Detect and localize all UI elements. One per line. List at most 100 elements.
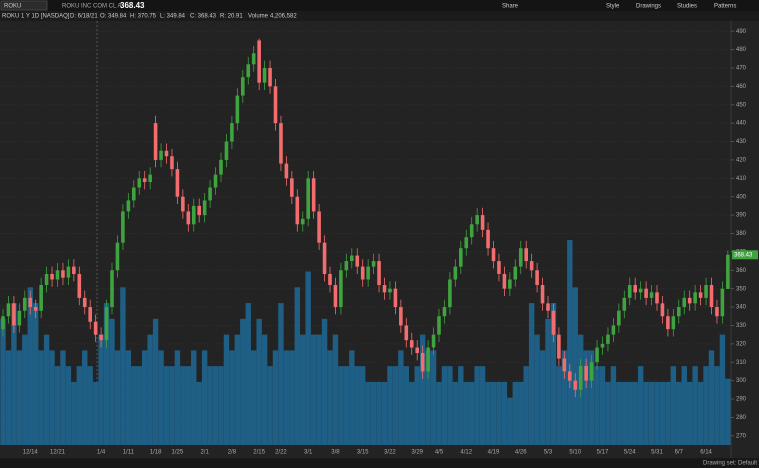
volume-bar bbox=[71, 381, 77, 445]
candle-body bbox=[262, 67, 267, 83]
volume-bar bbox=[174, 350, 181, 445]
volume-bar bbox=[360, 366, 366, 445]
volume-bar bbox=[610, 366, 617, 445]
x-tick-label: 2/15 bbox=[253, 450, 265, 456]
candle-body bbox=[589, 362, 594, 381]
candle-body bbox=[137, 178, 142, 188]
symbol-box[interactable] bbox=[0, 0, 48, 11]
volume-bar bbox=[452, 381, 459, 445]
candle-body bbox=[660, 303, 665, 317]
volume-bar bbox=[321, 318, 328, 445]
volume-bar bbox=[725, 378, 731, 445]
x-tick-label: 2/22 bbox=[275, 450, 287, 456]
symbol[interactable]: ROKU bbox=[4, 4, 21, 10]
volume-bar bbox=[283, 350, 290, 445]
candle-body bbox=[377, 261, 381, 285]
candle-body bbox=[66, 266, 71, 278]
toolbar bbox=[0, 0, 759, 11]
candle-body bbox=[159, 150, 163, 160]
volume-bar bbox=[365, 381, 371, 445]
patterns-button[interactable]: Patterns bbox=[714, 4, 736, 10]
candle-body bbox=[148, 174, 152, 183]
candle-body bbox=[687, 297, 692, 304]
volume-bar bbox=[648, 381, 655, 445]
x-tick-label: 5/10 bbox=[569, 450, 581, 456]
style-button[interactable]: Style bbox=[606, 4, 620, 10]
volume-bar bbox=[147, 334, 153, 445]
volume-bar bbox=[605, 381, 611, 445]
volume-bar bbox=[594, 366, 600, 445]
drawing-set: Drawing set: Default bbox=[703, 461, 757, 467]
candle-body bbox=[480, 215, 485, 230]
candle-body bbox=[208, 187, 212, 201]
candle-body bbox=[611, 325, 616, 335]
info-item: H: 370.75 bbox=[130, 14, 157, 20]
candle-body bbox=[562, 358, 567, 372]
candle-body bbox=[693, 292, 697, 304]
share-button[interactable]: Share bbox=[502, 4, 519, 10]
y-tick-label: 470 bbox=[736, 66, 747, 72]
volume-bar bbox=[5, 350, 12, 445]
volume-bar bbox=[708, 350, 715, 445]
volume-bar bbox=[692, 366, 698, 445]
candle-body bbox=[230, 123, 234, 142]
volume-bar bbox=[474, 366, 480, 445]
candle-body bbox=[649, 292, 654, 298]
x-tick-label: 12/14 bbox=[23, 450, 39, 456]
drawings-button[interactable]: Drawings bbox=[636, 4, 661, 10]
candle-body bbox=[399, 307, 403, 326]
volume-bar bbox=[572, 287, 578, 445]
volume-bar bbox=[136, 366, 142, 445]
y-tick-label: 490 bbox=[736, 29, 747, 35]
y-tick-label: 480 bbox=[736, 47, 747, 53]
studies-button[interactable]: Studies bbox=[677, 4, 697, 10]
volume-bar bbox=[436, 381, 442, 445]
candle-body bbox=[322, 242, 327, 274]
candle-body bbox=[388, 288, 392, 293]
candle-body bbox=[126, 200, 131, 212]
y-tick-label: 330 bbox=[736, 323, 747, 329]
volume-bar bbox=[490, 381, 497, 445]
volume-bar bbox=[387, 366, 393, 445]
volume-bar bbox=[469, 381, 475, 445]
candle-body bbox=[638, 288, 643, 293]
volume-bar bbox=[185, 366, 191, 445]
volume-bar bbox=[518, 381, 524, 445]
volume-bar bbox=[458, 366, 464, 445]
volume-bar bbox=[191, 350, 197, 445]
info-item: C: 368.43 bbox=[190, 14, 217, 20]
volume-bar bbox=[43, 334, 50, 445]
volume-bar bbox=[229, 350, 235, 445]
x-tick-label: 3/22 bbox=[384, 450, 396, 456]
candle-body bbox=[311, 178, 316, 212]
volume-bar bbox=[523, 366, 529, 445]
candle-body bbox=[39, 284, 43, 311]
candle-body bbox=[121, 211, 125, 243]
candle-body bbox=[23, 297, 27, 311]
volume-bar bbox=[643, 381, 649, 445]
candle-body bbox=[44, 273, 49, 285]
volume-bar bbox=[163, 366, 170, 445]
candle-body bbox=[1, 316, 5, 330]
candle-body bbox=[600, 343, 605, 348]
volume-bar bbox=[637, 366, 644, 445]
volume-bar bbox=[414, 366, 420, 445]
candle-body bbox=[671, 316, 676, 330]
volume-bar bbox=[82, 350, 88, 445]
candle-body bbox=[181, 196, 185, 212]
volume-bar bbox=[430, 350, 437, 445]
candle-body bbox=[170, 156, 174, 170]
candle-body bbox=[469, 224, 474, 238]
candle-body bbox=[366, 266, 370, 280]
candle-body bbox=[720, 288, 725, 317]
x-tick-label: 12/21 bbox=[50, 450, 66, 456]
volume-bar bbox=[409, 381, 415, 445]
volume-bar bbox=[349, 350, 355, 445]
volume-bar bbox=[354, 366, 360, 445]
volume-bar bbox=[599, 366, 606, 445]
candle-body bbox=[132, 187, 136, 201]
candle-body bbox=[110, 270, 114, 308]
x-tick-label: 4/5 bbox=[435, 450, 444, 456]
candle-body bbox=[726, 254, 730, 289]
